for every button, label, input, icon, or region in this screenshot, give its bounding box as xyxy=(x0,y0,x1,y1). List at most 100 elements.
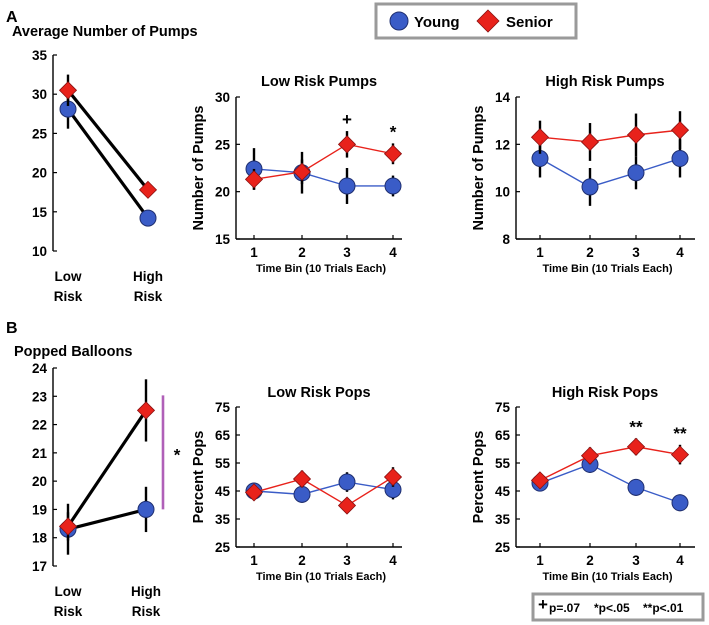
x-tick-label: 1 xyxy=(250,553,258,568)
data-point-senior xyxy=(670,445,690,464)
y-tick-label: 8 xyxy=(502,232,510,247)
y-tick-label: 45 xyxy=(495,484,511,499)
x-tick-label: Low xyxy=(55,269,82,284)
y-tick-label: 75 xyxy=(215,400,231,415)
data-point-senior xyxy=(58,81,78,100)
x-tick-label: 3 xyxy=(632,245,640,260)
y-axis-label: Percent Pops xyxy=(191,431,207,524)
data-point-young xyxy=(627,478,645,496)
legend-senior-label: Senior xyxy=(506,14,553,31)
series-line xyxy=(539,129,681,143)
x-tick-label: Risk xyxy=(54,289,83,304)
y-tick-label: 30 xyxy=(32,87,47,102)
x-tick-label: 4 xyxy=(389,245,397,260)
x-tick-label: Low xyxy=(55,584,82,599)
data-point-young xyxy=(671,494,689,512)
data-point-young xyxy=(627,164,645,182)
data-point-senior xyxy=(580,446,600,465)
y-tick-label: 24 xyxy=(32,361,48,376)
significance-marker: ** xyxy=(673,424,687,443)
series-senior xyxy=(58,379,156,541)
data-point-young xyxy=(137,500,155,518)
series-line xyxy=(253,476,394,507)
y-axis-label: Number of Pumps xyxy=(191,106,207,231)
data-point-young xyxy=(384,177,402,195)
footnote-single: *p<.05 xyxy=(594,601,630,615)
x-axis-label: Time Bin (10 Trials Each) xyxy=(256,571,386,583)
y-tick-label: 35 xyxy=(215,512,231,527)
y-tick-label: 25 xyxy=(495,540,511,555)
data-point-young xyxy=(139,209,157,227)
y-tick-label: 45 xyxy=(215,484,231,499)
data-point-senior xyxy=(138,180,158,199)
y-tick-label: 14 xyxy=(495,90,511,105)
legend-young-label: Young xyxy=(414,14,460,31)
data-point-young xyxy=(338,473,356,491)
y-tick-label: 25 xyxy=(32,126,48,141)
series-young xyxy=(531,455,689,512)
x-tick-label: 4 xyxy=(389,553,397,568)
data-point-senior xyxy=(244,483,264,502)
data-point-senior xyxy=(292,162,312,181)
x-tick-label: 1 xyxy=(536,245,544,260)
y-tick-label: 65 xyxy=(215,428,231,443)
x-tick-label: 3 xyxy=(343,245,351,260)
chart-title: High Risk Pumps xyxy=(545,74,664,90)
chart-title: High Risk Pops xyxy=(552,385,658,401)
significance-marker: + xyxy=(342,110,352,129)
y-axis-label: Number of Pumps xyxy=(471,106,487,231)
y-tick-label: 19 xyxy=(32,502,47,517)
y-tick-label: 21 xyxy=(32,446,48,461)
x-tick-label: Risk xyxy=(132,604,161,619)
series-line xyxy=(539,463,681,504)
y-tick-label: 20 xyxy=(32,474,47,489)
y-tick-label: 12 xyxy=(495,137,510,152)
x-axis-label: Time Bin (10 Trials Each) xyxy=(542,263,672,275)
chart-avg-pumps: Average Number of Pumps 10 15 20 25 30 35 Low Ri… xyxy=(12,24,198,304)
y-tick-label: 15 xyxy=(32,205,48,220)
data-point-senior xyxy=(58,517,78,536)
x-axis-label: Time Bin (10 Trials Each) xyxy=(542,571,672,583)
series-line xyxy=(67,507,147,531)
chart-title: Popped Balloons xyxy=(14,344,132,360)
series-line xyxy=(539,446,681,481)
y-tick-label: 10 xyxy=(495,185,510,200)
x-tick-label: 2 xyxy=(586,553,594,568)
data-point-senior xyxy=(530,471,550,490)
series-senior xyxy=(244,467,403,515)
x-tick-label: High xyxy=(131,584,161,599)
series-line xyxy=(253,143,394,181)
data-point-senior xyxy=(292,469,312,489)
y-tick-label: 23 xyxy=(32,389,48,404)
y-tick-label: 22 xyxy=(32,418,47,433)
data-point-young xyxy=(671,150,689,168)
series-young xyxy=(59,89,157,227)
series-young xyxy=(531,139,689,206)
x-tick-label: Risk xyxy=(54,604,83,619)
y-tick-label: 65 xyxy=(495,428,511,443)
series-senior xyxy=(58,74,158,199)
y-tick-label: 17 xyxy=(32,559,47,574)
series-young xyxy=(245,148,402,204)
x-tick-label: 4 xyxy=(676,553,684,568)
data-point-senior xyxy=(580,132,600,152)
series-line xyxy=(66,108,150,220)
y-tick-label: 25 xyxy=(215,540,231,555)
panel-letter-b: B xyxy=(6,320,18,337)
data-point-senior xyxy=(670,121,690,140)
legend: Young Senior xyxy=(374,2,578,40)
x-tick-label: 3 xyxy=(343,553,351,568)
x-tick-label: Risk xyxy=(134,289,163,304)
chart-title: Low Risk Pumps xyxy=(261,74,377,90)
y-tick-label: 18 xyxy=(32,531,48,546)
chart-title: Average Number of Pumps xyxy=(12,24,198,40)
y-tick-label: 55 xyxy=(215,456,231,471)
x-tick-label: 3 xyxy=(632,553,640,568)
x-tick-label: 2 xyxy=(586,245,594,260)
data-point-senior xyxy=(337,496,357,515)
x-tick-label: 1 xyxy=(250,245,258,260)
